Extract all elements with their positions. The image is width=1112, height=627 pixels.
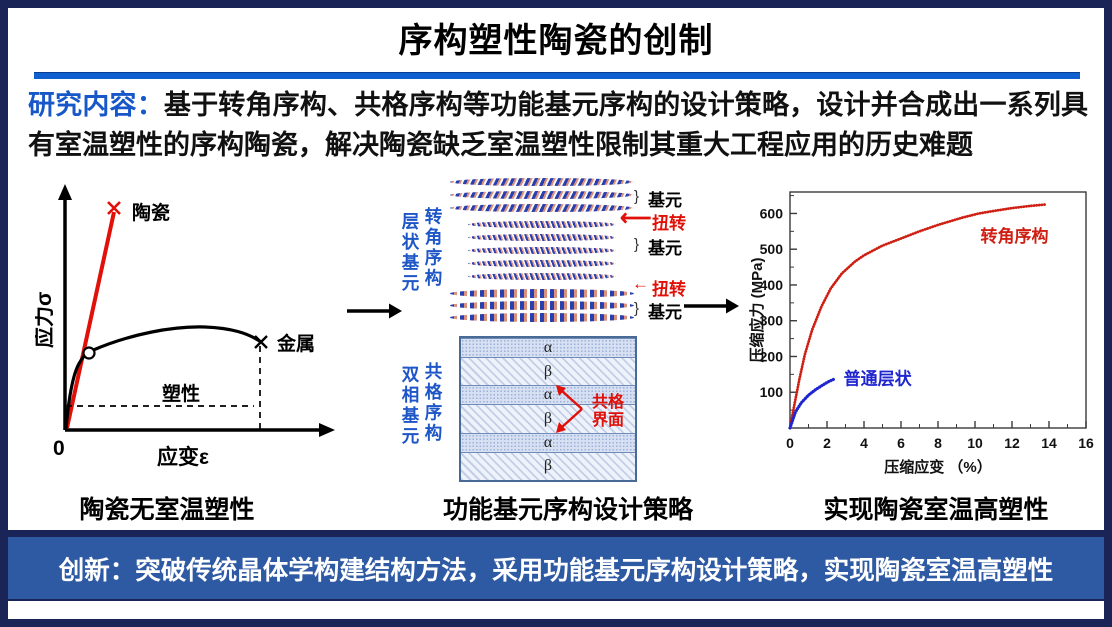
schematic-stress-strain-chart: 应力σ 应变ε 0 陶瓷 金属 塑性 [35,184,335,469]
caption-right: 实现陶瓷室温高塑性 [823,496,1049,524]
svg-text:8: 8 [934,435,942,451]
innovation-text: 创新：突破传统晶体学构建结构方法，采用功能基元序构设计策略，实现陶瓷室温高塑性 [58,556,1054,585]
title-divider [34,72,1080,79]
svg-text:10: 10 [967,435,983,451]
alpha-beta-stack: α β α β α β [459,336,637,482]
y-axis-label: 压缩应力 (MPa) [748,257,766,362]
atomic-row [450,178,634,186]
metal-fracture-x-icon [254,335,268,349]
svg-text:12: 12 [1004,435,1020,451]
svg-text:16: 16 [1078,435,1094,451]
unit-brace: } [634,236,640,253]
atomic-row [468,234,616,241]
coherent-interface-arrows-icon [556,385,583,433]
atomic-row [450,313,634,322]
unit-label-1: 基元 [648,191,682,210]
page-title: 序构塑性陶瓷的创制 [398,22,714,60]
innovation-label: 创新： [58,556,136,585]
atomic-row [468,247,616,254]
ceramic-fracture-x-icon [107,201,121,215]
layer-alpha: α [461,385,635,406]
flow-arrow-right-icon [684,298,739,314]
metal-label: 金属 [276,332,315,355]
origin-label: 0 [53,437,65,460]
coherent-interface-label: 共格 界面 [592,394,625,430]
ceramic-label: 陶瓷 [132,201,170,224]
left-chart-y-label: 应力σ [35,292,56,348]
twist-label-1: 扭转 [652,214,686,233]
series-label: 普通层状 [844,368,913,388]
layer-beta: β [461,452,635,480]
svg-text:400: 400 [760,277,784,293]
svg-text:500: 500 [760,241,784,257]
caption-middle: 功能基元序构设计策略 [442,496,694,524]
yield-point-marker [82,346,96,360]
svg-text:0: 0 [786,435,794,451]
left-chart-x-label: 应变ε [157,445,209,469]
svg-text:6: 6 [897,435,905,451]
twist-label-2: 扭转 [652,280,686,299]
layer-beta: β [461,405,635,433]
svg-text:100: 100 [760,384,784,400]
unit-brace: } [634,300,640,317]
layer-alpha: α [461,338,635,358]
layer-alpha: α [461,432,635,453]
atomic-row [468,221,616,228]
unit-label-2: 基元 [648,239,682,258]
atomic-row [450,191,634,199]
compression-stress-strain-chart: 0 2 4 6 8 10 12 14 16100200300400500600转角序构普通层状压… [748,191,1094,476]
twist-arrow-icon: ⟵ [620,205,652,230]
svg-text:2: 2 [823,435,831,451]
layer-beta: β [461,358,635,386]
plasticity-label: 塑性 [162,382,200,405]
series-curve [788,377,836,430]
x-axis-arrowhead-icon [319,423,335,437]
coherent-side-label-inner: 共格序构 [423,362,443,444]
ceramic-curve [65,211,116,429]
unit-brace: } [634,188,640,205]
svg-text:14: 14 [1041,435,1057,451]
innovation-banner: 创新：突破传统晶体学构建结构方法，采用功能基元序构设计策略，实现陶瓷室温高塑性 [8,530,1104,601]
atomic-row [450,289,634,298]
twist-side-label-inner: 转角序构 [423,207,443,289]
series-curve [788,203,1047,430]
research-body: 基于转角序构、共格序构等功能基元序构的设计策略，设计并合成出一系列具有室温塑性的… [28,90,1088,160]
y-axis-arrowhead-icon [58,184,72,200]
series-label: 转角序构 [981,226,1049,246]
svg-text:4: 4 [860,435,868,451]
caption-left: 陶瓷无室温塑性 [79,496,255,524]
twist-arrow-icon: ← [632,274,649,293]
twist-side-label-outer: 层状基元 [400,212,420,294]
research-paragraph: 研究内容：基于转角序构、共格序构等功能基元序构的设计策略，设计并合成出一系列具有… [28,86,1088,166]
atomic-row [450,301,634,310]
x-axis-label: 压缩应变 （%） [884,458,992,476]
atomic-row [468,273,616,280]
atomic-row [450,204,634,212]
research-label: 研究内容： [28,90,164,120]
unit-label-3: 基元 [648,303,682,322]
atomic-layer-stack [448,176,636,328]
svg-text:300: 300 [760,313,784,329]
coherent-side-label-outer: 双相基元 [400,365,420,447]
flow-arrow-left-icon [347,303,402,319]
metal-curve [64,325,262,430]
atomic-row [468,260,616,267]
svg-text:600: 600 [760,205,784,221]
svg-text:200: 200 [760,348,784,364]
